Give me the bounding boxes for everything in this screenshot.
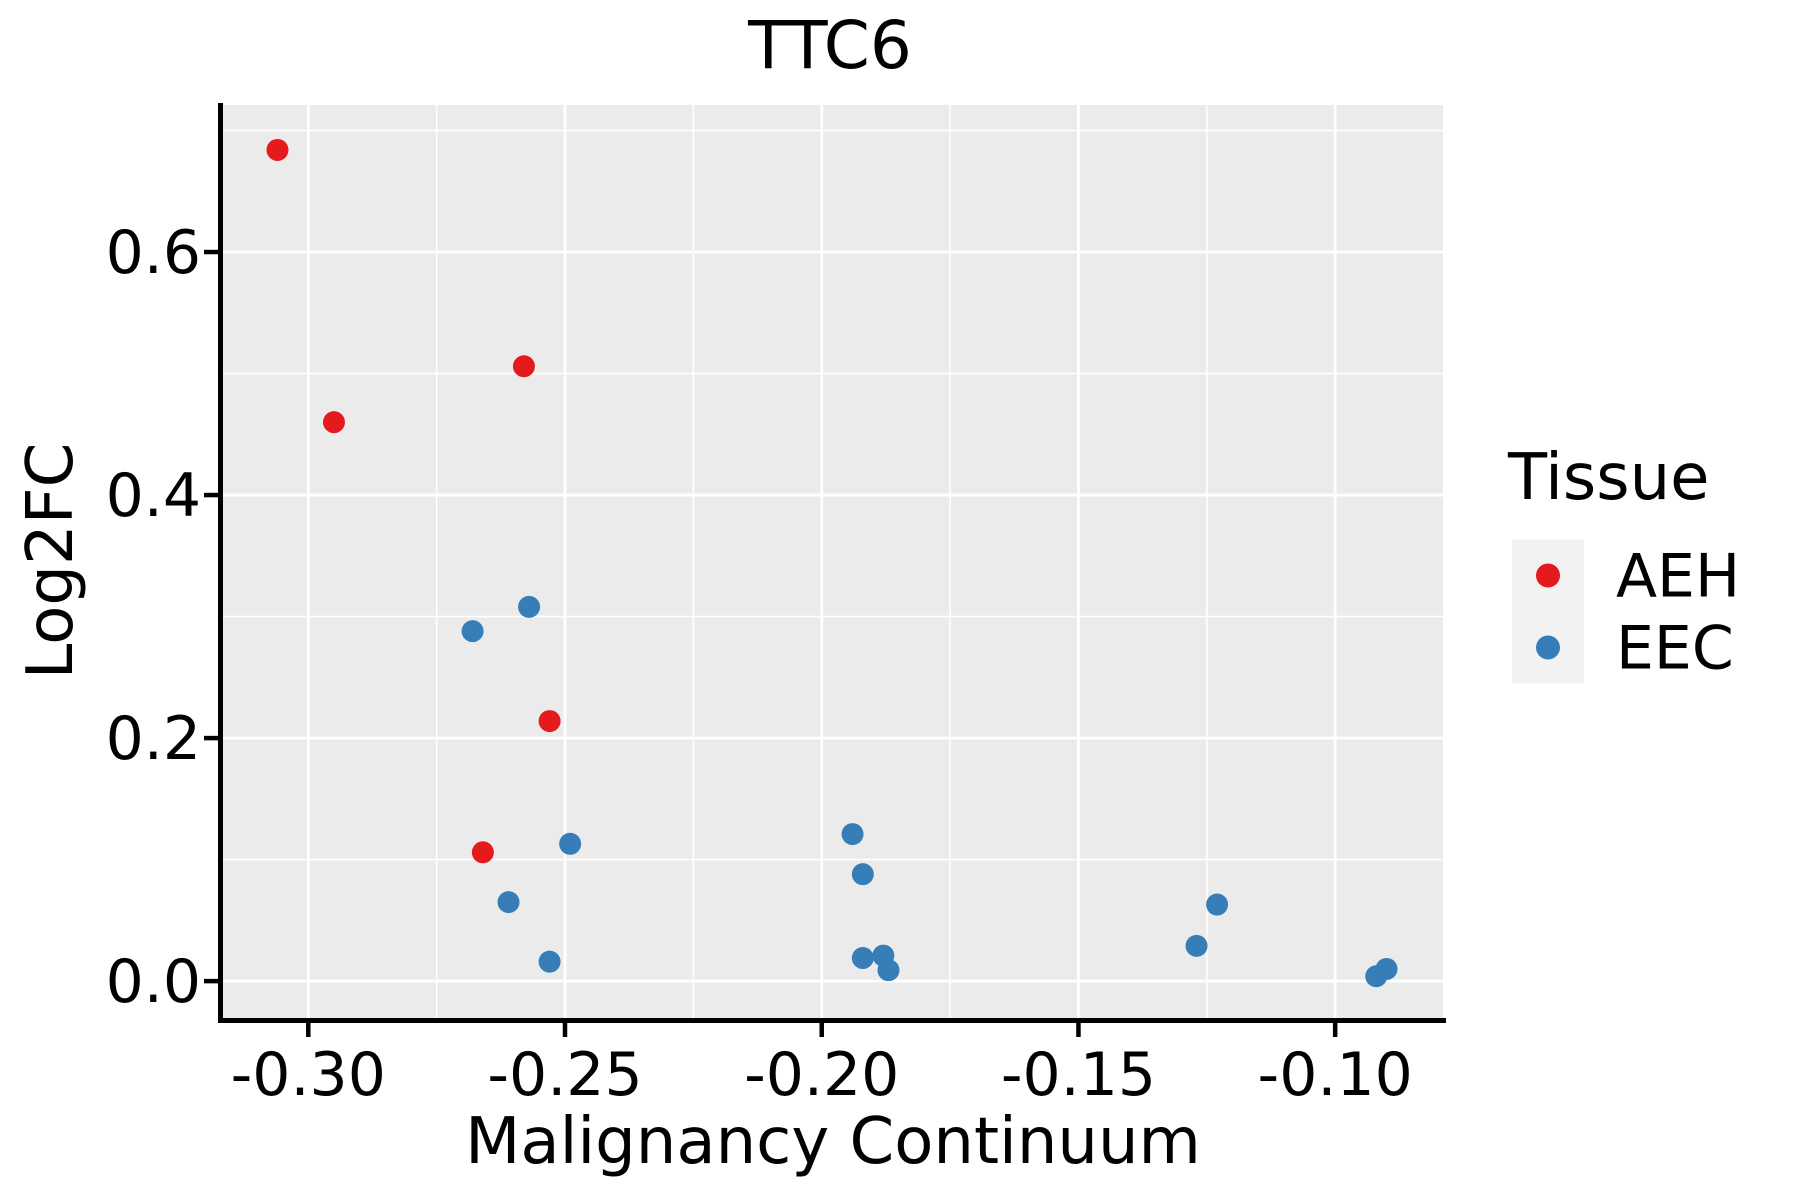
y-tick-label: 0.0 bbox=[106, 947, 201, 1017]
data-point-aeh bbox=[538, 710, 561, 733]
data-point-eec bbox=[461, 620, 484, 643]
data-point-eec bbox=[1375, 957, 1398, 980]
x-tick-label: -0.25 bbox=[487, 1040, 642, 1110]
data-point-eec bbox=[841, 823, 864, 846]
data-point-eec bbox=[877, 959, 900, 982]
legend-key-dot-aeh bbox=[1536, 563, 1560, 588]
legend-key-dot-eec bbox=[1536, 635, 1560, 660]
panel-background bbox=[221, 105, 1443, 1020]
data-point-eec bbox=[851, 947, 874, 970]
x-tick-label: -0.30 bbox=[231, 1040, 386, 1110]
y-tick-label: 0.6 bbox=[106, 218, 201, 288]
legend-title: Tissue bbox=[1507, 441, 1710, 515]
data-point-aeh bbox=[512, 355, 535, 378]
y-axis-label: Log2FC bbox=[14, 443, 88, 680]
axes: -0.30 -0.25 -0.20 -0.15 -0.10 0.0 0.2 0.4 0.6 bbox=[106, 103, 1446, 1110]
gridlines bbox=[221, 105, 1443, 1020]
x-tick-label: -0.10 bbox=[1258, 1040, 1413, 1110]
data-point-aeh bbox=[471, 841, 494, 864]
data-point-eec bbox=[559, 832, 582, 855]
plot-panel bbox=[221, 105, 1443, 1020]
data-points bbox=[266, 138, 1398, 988]
chart-title: TTC6 bbox=[747, 7, 912, 84]
data-point-eec bbox=[497, 891, 520, 914]
y-tick-label: 0.4 bbox=[106, 461, 201, 531]
x-axis-label: Malignancy Continuum bbox=[465, 1105, 1201, 1179]
legend-label-aeh: AEH bbox=[1616, 542, 1740, 612]
data-point-eec bbox=[1185, 934, 1208, 957]
x-tick-label: -0.15 bbox=[1001, 1040, 1156, 1110]
x-tick-label: -0.20 bbox=[744, 1040, 899, 1110]
data-point-eec bbox=[1206, 893, 1229, 916]
data-point-eec bbox=[851, 863, 874, 886]
data-point-aeh bbox=[266, 138, 289, 161]
legend-label-eec: EEC bbox=[1616, 614, 1734, 684]
data-point-eec bbox=[518, 595, 541, 618]
y-tick-label: 0.2 bbox=[106, 704, 201, 774]
data-point-aeh bbox=[322, 411, 345, 434]
data-point-eec bbox=[538, 950, 561, 973]
